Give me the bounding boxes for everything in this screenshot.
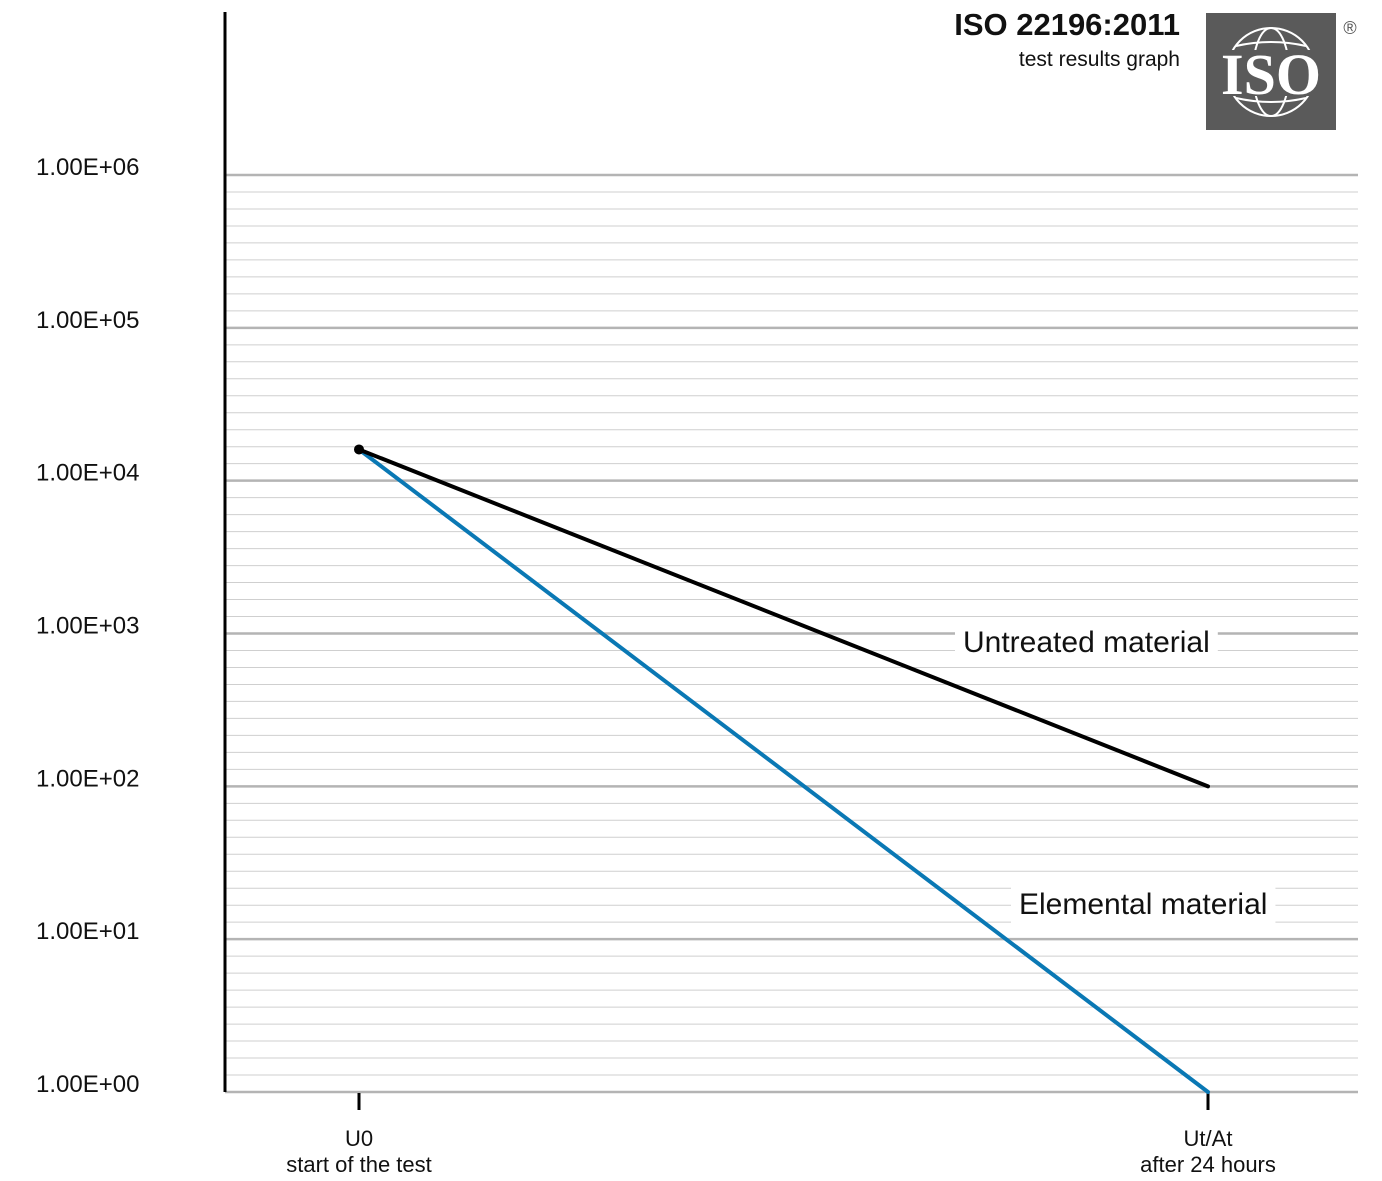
chart-title: ISO 22196:2011: [954, 7, 1180, 42]
y-tick-label: 1.00E+04: [36, 460, 139, 487]
y-tick-label: 1.00E+00: [36, 1071, 139, 1098]
y-tick-label: 1.00E+01: [36, 918, 139, 945]
iso-logo: ISO: [1206, 13, 1336, 130]
y-tick-label: 1.00E+06: [36, 154, 139, 181]
chart-subtitle: test results graph: [1019, 48, 1180, 71]
minor-gridlines: [225, 191, 1358, 1076]
series-label-background: [955, 622, 1218, 663]
series-label-background: [1011, 884, 1276, 925]
x-axis-categories: U0 Ut/At start of the test after 24 hour…: [286, 1093, 1276, 1177]
series-line-untreated: [357, 447, 1210, 789]
y-tick-label: 1.00E+02: [36, 765, 139, 792]
series-line-elemental: [357, 447, 1210, 1094]
logo-text: ISO: [1221, 42, 1321, 107]
x-tick-label: Ut/At: [1184, 1126, 1233, 1151]
series-label-elemental: Elemental material: [1019, 888, 1267, 921]
x-tick-description: start of the test: [286, 1152, 432, 1177]
series-label-untreated: Untreated material: [963, 626, 1210, 659]
y-tick-label: 1.00E+03: [36, 613, 139, 640]
registered-trademark-icon: ®: [1343, 18, 1356, 38]
y-axis-tick-labels: 1.00E+06 1.00E+05 1.00E+04 1.00E+03 1.00…: [36, 154, 139, 1098]
start-data-point: [354, 444, 364, 455]
major-gridlines: [225, 173, 1358, 1094]
y-tick-label: 1.00E+05: [36, 307, 139, 334]
x-tick-description: after 24 hours: [1140, 1152, 1276, 1177]
x-tick-label: U0: [345, 1126, 373, 1151]
